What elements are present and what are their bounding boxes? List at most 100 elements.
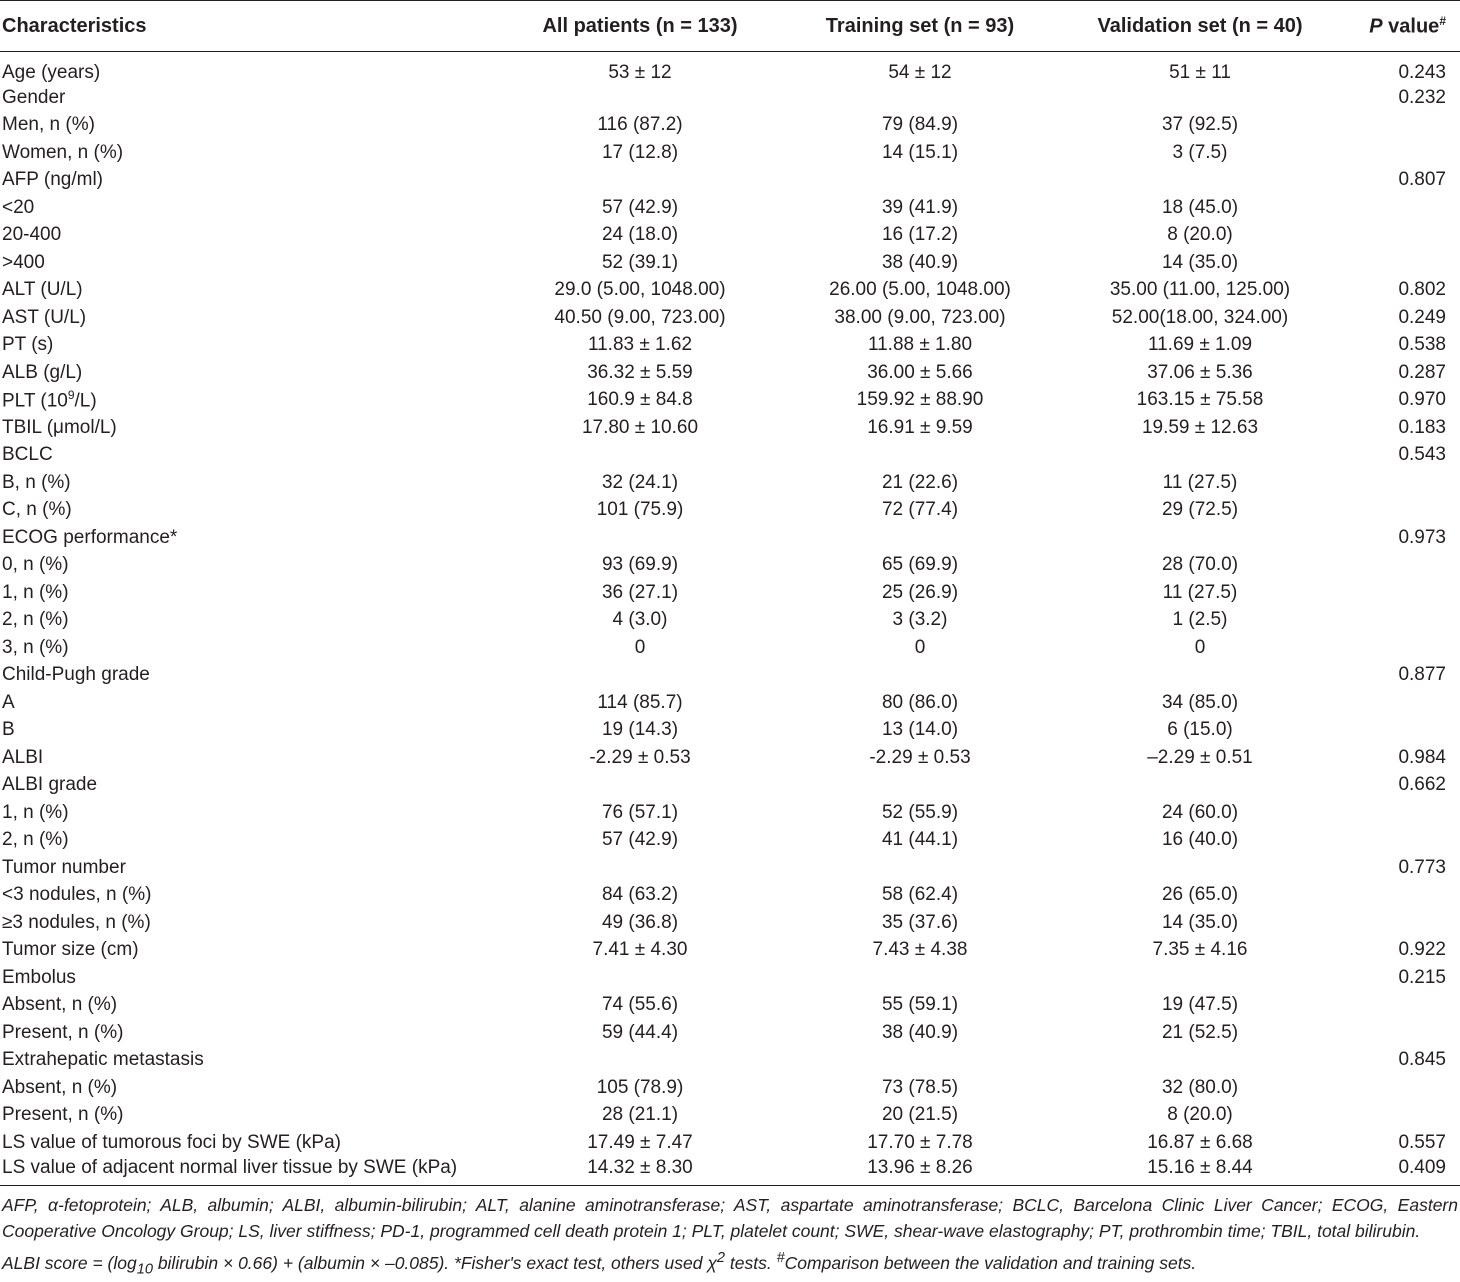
cell-validation-set: 163.15 ± 75.58 [1040, 387, 1360, 415]
row-label: Tumor size (cm) [0, 937, 480, 965]
cell-all-patients: 52 (39.1) [480, 249, 800, 277]
row-label-text: Tumor number [2, 857, 126, 878]
row-label-text: B [2, 719, 15, 740]
row-label-text: Tumor size (cm) [2, 939, 139, 960]
cell-all-patients: 84 (63.2) [480, 882, 800, 910]
cell-all-patients: 101 (75.9) [480, 497, 800, 525]
cell-validation-set: 6 (15.0) [1040, 717, 1360, 745]
row-label: PT (s) [0, 332, 480, 360]
row-label-text: ALB (g/L) [2, 362, 82, 383]
table-row: 2, n (%)57 (42.9)41 (44.1)16 (40.0) [0, 827, 1460, 855]
cell-all-patients [480, 662, 800, 690]
row-label-text: Women, n (%) [2, 142, 123, 163]
cell-validation-set: 11 (27.5) [1040, 469, 1360, 497]
row-label-text: ECOG performance* [2, 527, 177, 548]
cell-validation-set: 16 (40.0) [1040, 827, 1360, 855]
cell-validation-set: 19.59 ± 12.63 [1040, 414, 1360, 442]
row-label-text: 2, n (%) [2, 829, 69, 850]
cell-p-value [1360, 1102, 1460, 1130]
row-label: LS value of tumorous foci by SWE (kPa) [0, 1129, 480, 1157]
table-row: ECOG performance*0.973 [0, 524, 1460, 552]
cell-p-value [1360, 552, 1460, 580]
cell-validation-set [1040, 1047, 1360, 1075]
cell-validation-set: 8 (20.0) [1040, 222, 1360, 250]
header-p-italic: P [1369, 15, 1382, 37]
cell-all-patients: 11.83 ± 1.62 [480, 332, 800, 360]
cell-all-patients [480, 84, 800, 112]
cell-all-patients [480, 442, 800, 470]
row-label-text: ALT (U/L) [2, 279, 83, 300]
row-label: <20 [0, 194, 480, 222]
row-label-text: ALBI [2, 747, 43, 768]
cell-p-value [1360, 194, 1460, 222]
cell-training-set: 72 (77.4) [800, 497, 1040, 525]
cell-all-patients: 36.32 ± 5.59 [480, 359, 800, 387]
row-label: TBIL (μmol/L) [0, 414, 480, 442]
cell-validation-set: 35.00 (11.00, 125.00) [1040, 277, 1360, 305]
cell-p-value [1360, 799, 1460, 827]
cell-all-patients: 32 (24.1) [480, 469, 800, 497]
cell-validation-set: 8 (20.0) [1040, 1102, 1360, 1130]
cell-p-value: 0.984 [1360, 744, 1460, 772]
row-label: Absent, n (%) [0, 992, 480, 1020]
row-label: Gender [0, 84, 480, 112]
cell-training-set: 14 (15.1) [800, 139, 1040, 167]
cell-all-patients [480, 1047, 800, 1075]
row-label: 2, n (%) [0, 827, 480, 855]
cell-p-value: 0.287 [1360, 359, 1460, 387]
cell-training-set: 41 (44.1) [800, 827, 1040, 855]
cell-validation-set [1040, 84, 1360, 112]
cell-p-value [1360, 827, 1460, 855]
table-row: 2, n (%)4 (3.0)3 (3.2)1 (2.5) [0, 607, 1460, 635]
cell-all-patients: 53 ± 12 [480, 52, 800, 85]
row-label: A [0, 689, 480, 717]
row-label: Tumor number [0, 854, 480, 882]
cell-validation-set: 0 [1040, 634, 1360, 662]
cell-training-set: 0 [800, 634, 1040, 662]
table-footnote: AFP, α-fetoprotein; ALB, albumin; ALBI, … [0, 1186, 1460, 1282]
row-label: ≥3 nodules, n (%) [0, 909, 480, 937]
cell-p-value [1360, 222, 1460, 250]
cell-p-value: 0.802 [1360, 277, 1460, 305]
cell-all-patients: 76 (57.1) [480, 799, 800, 827]
row-label-text: >400 [2, 252, 45, 273]
cell-validation-set: 18 (45.0) [1040, 194, 1360, 222]
row-label-text: BCLC [2, 444, 53, 465]
cell-all-patients: 17.49 ± 7.47 [480, 1129, 800, 1157]
cell-p-value [1360, 469, 1460, 497]
cell-all-patients: 4 (3.0) [480, 607, 800, 635]
table-row: C, n (%)101 (75.9)72 (77.4)29 (72.5) [0, 497, 1460, 525]
row-label: Present, n (%) [0, 1019, 480, 1047]
cell-p-value [1360, 882, 1460, 910]
cell-validation-set: –2.29 ± 0.51 [1040, 744, 1360, 772]
row-label-text: Absent, n (%) [2, 1077, 117, 1098]
cell-training-set: 52 (55.9) [800, 799, 1040, 827]
cell-p-value: 0.249 [1360, 304, 1460, 332]
table-row: AFP (ng/ml)0.807 [0, 167, 1460, 195]
cell-all-patients: 114 (85.7) [480, 689, 800, 717]
row-label-text: A [2, 692, 15, 713]
cell-training-set: -2.29 ± 0.53 [800, 744, 1040, 772]
cell-training-set: 80 (86.0) [800, 689, 1040, 717]
table-row: LS value of tumorous foci by SWE (kPa)17… [0, 1129, 1460, 1157]
cell-training-set [800, 84, 1040, 112]
cell-training-set: 35 (37.6) [800, 909, 1040, 937]
cell-validation-set: 3 (7.5) [1040, 139, 1360, 167]
row-label: Absent, n (%) [0, 1074, 480, 1102]
cell-p-value: 0.807 [1360, 167, 1460, 195]
cell-validation-set: 26 (65.0) [1040, 882, 1360, 910]
row-label: B [0, 717, 480, 745]
cell-all-patients: 36 (27.1) [480, 579, 800, 607]
footnote-albi-formula: ALBI score = (log10 bilirubin × 0.66) + … [2, 1245, 1458, 1282]
cell-validation-set: 51 ± 11 [1040, 52, 1360, 85]
row-label-text: 3, n (%) [2, 637, 69, 658]
cell-validation-set [1040, 854, 1360, 882]
